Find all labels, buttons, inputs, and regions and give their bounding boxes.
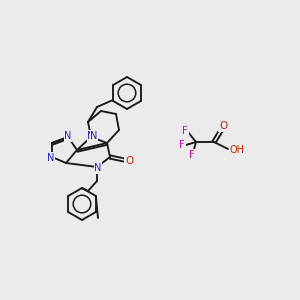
Text: F: F [179, 140, 185, 150]
Text: H: H [230, 145, 236, 154]
Text: N: N [94, 163, 102, 173]
Text: N: N [64, 131, 72, 141]
Text: O: O [219, 121, 227, 131]
Text: N: N [87, 131, 95, 141]
Text: F: F [182, 126, 188, 136]
Text: N: N [90, 131, 98, 141]
Text: F: F [189, 150, 195, 160]
Text: OH: OH [230, 145, 245, 155]
Text: N: N [47, 153, 55, 163]
Text: O: O [125, 156, 133, 166]
